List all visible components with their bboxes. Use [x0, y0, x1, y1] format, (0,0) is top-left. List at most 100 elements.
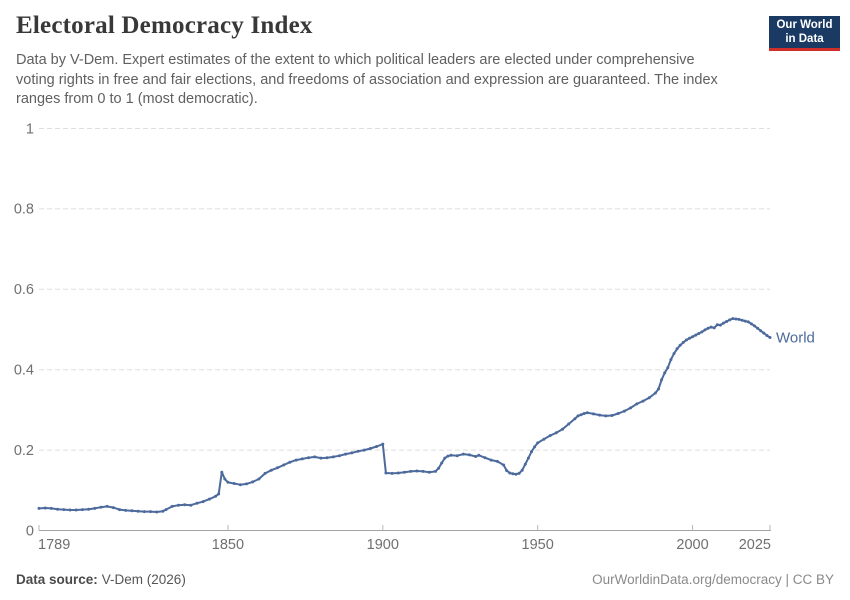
- data-point-marker: [176, 503, 180, 507]
- data-point-marker: [483, 456, 487, 460]
- data-point-marker: [331, 455, 335, 459]
- data-point-marker: [183, 503, 187, 507]
- data-point-marker: [195, 501, 199, 505]
- data-point-marker: [319, 456, 323, 460]
- data-point-marker: [672, 352, 676, 356]
- data-point-marker: [223, 477, 227, 481]
- data-point-marker: [706, 326, 710, 330]
- data-point-marker: [576, 414, 580, 418]
- data-point-marker: [390, 471, 394, 475]
- data-point-marker: [396, 471, 400, 475]
- data-point-marker: [737, 317, 741, 321]
- data-point-marker: [660, 378, 664, 382]
- data-point-marker: [731, 317, 735, 321]
- data-point-marker: [288, 460, 292, 464]
- data-point-marker: [56, 507, 60, 511]
- data-point-marker: [567, 422, 571, 426]
- data-point-marker: [495, 459, 499, 463]
- data-point-marker: [362, 448, 366, 452]
- data-point-marker: [461, 452, 465, 456]
- data-point-marker: [477, 453, 481, 457]
- data-point-marker: [561, 427, 564, 431]
- owid-logo[interactable]: Our World in Data: [769, 16, 840, 51]
- data-point-marker: [703, 328, 707, 332]
- data-point-marker: [207, 497, 211, 501]
- data-point-marker: [338, 454, 341, 458]
- data-point-marker: [37, 506, 41, 510]
- data-source-value: V-Dem (2026): [101, 572, 186, 587]
- y-tick-label: 0.6: [14, 282, 34, 298]
- data-point-marker: [536, 441, 540, 445]
- data-point-marker: [427, 470, 431, 474]
- data-point-marker: [220, 470, 224, 474]
- data-point-marker: [768, 336, 772, 339]
- data-point-marker: [381, 442, 385, 446]
- data-source: Data source: V-Dem (2026): [16, 572, 186, 587]
- data-point-marker: [610, 414, 614, 417]
- data-point-marker: [753, 324, 756, 328]
- data-point-marker: [641, 399, 645, 403]
- data-point-marker: [294, 458, 298, 462]
- data-point-marker: [554, 431, 558, 435]
- data-point-marker: [694, 333, 698, 337]
- data-point-marker: [616, 412, 620, 415]
- data-point-marker: [434, 469, 437, 473]
- data-point-marker: [99, 505, 103, 509]
- credit-link[interactable]: OurWorldinData.org/democracy | CC BY: [592, 572, 834, 587]
- data-point-marker: [712, 326, 716, 330]
- data-point-marker: [136, 509, 140, 513]
- data-point-marker: [591, 412, 595, 416]
- data-point-marker: [598, 413, 602, 417]
- data-point-marker: [325, 456, 329, 460]
- data-point-marker: [232, 482, 236, 485]
- data-point-marker: [725, 320, 729, 323]
- data-point-marker: [403, 470, 406, 474]
- data-point-marker: [542, 437, 546, 441]
- x-tick-label: 1850: [212, 537, 244, 553]
- data-point-marker: [653, 391, 657, 395]
- data-point-marker: [344, 452, 348, 456]
- series-label-world: World: [776, 330, 815, 347]
- data-point-marker: [130, 509, 134, 513]
- page-title: Electoral Democracy Index: [16, 12, 313, 39]
- data-point-marker: [251, 480, 255, 484]
- data-point-marker: [511, 472, 515, 476]
- data-point-marker: [700, 330, 704, 334]
- x-tick-label: 1950: [522, 537, 554, 553]
- data-point-marker: [722, 321, 725, 325]
- data-point-marker: [161, 509, 165, 513]
- x-tick-label: 1789: [38, 537, 70, 553]
- data-point-marker: [43, 506, 47, 510]
- data-point-marker: [437, 466, 441, 470]
- data-point-marker: [201, 500, 205, 504]
- data-point-marker: [409, 469, 413, 473]
- data-point-marker: [313, 455, 317, 459]
- data-point-marker: [579, 413, 583, 417]
- data-point-marker: [523, 462, 527, 466]
- data-point-marker: [718, 323, 722, 327]
- data-point-marker: [149, 510, 152, 514]
- data-point-marker: [443, 456, 447, 460]
- x-tick-label: 2025: [739, 537, 771, 553]
- x-tick-label: 1900: [367, 537, 399, 553]
- data-point-marker: [440, 461, 444, 465]
- data-point-marker: [548, 434, 552, 438]
- data-point-marker: [514, 472, 518, 476]
- data-source-label: Data source:: [16, 572, 98, 587]
- data-point-marker: [214, 494, 218, 498]
- data-point-marker: [93, 506, 97, 510]
- data-point-marker: [282, 463, 286, 467]
- data-point-marker: [455, 454, 459, 458]
- data-point-marker: [307, 456, 310, 460]
- data-point-marker: [489, 458, 493, 462]
- data-point-marker: [746, 320, 750, 324]
- data-point-marker: [663, 371, 667, 375]
- world-line[interactable]: [38, 317, 771, 513]
- data-point-marker: [635, 402, 639, 406]
- data-point-marker: [756, 326, 760, 330]
- data-point-marker: [691, 335, 695, 339]
- data-point-marker: [582, 412, 586, 415]
- chart-subtitle: Data by V-Dem. Expert estimates of the e…: [16, 52, 718, 108]
